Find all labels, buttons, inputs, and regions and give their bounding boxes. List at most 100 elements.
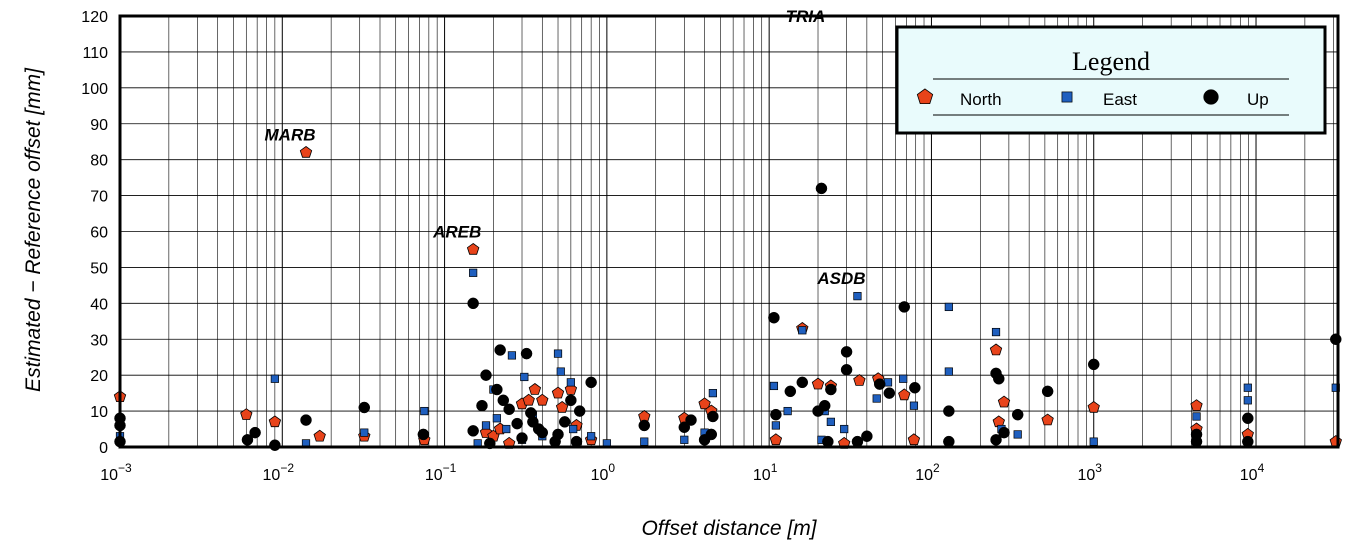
point-north xyxy=(811,377,825,390)
point-east xyxy=(840,424,849,434)
x-tick-labels: 10−3 10−2 10−1 100 101 102 103 104 xyxy=(100,461,1264,484)
point-up xyxy=(638,419,651,432)
y-tick-label: 120 xyxy=(81,9,108,26)
point-up xyxy=(840,346,853,358)
point-up xyxy=(1242,412,1254,425)
point-east xyxy=(520,372,529,382)
point-up xyxy=(796,376,809,389)
x-tick-label: 10−3 xyxy=(100,461,132,484)
point-east xyxy=(1192,412,1201,421)
legend-markers xyxy=(916,88,1219,105)
y-tick-label: 60 xyxy=(90,225,108,242)
point-north xyxy=(268,415,282,428)
point-up xyxy=(269,439,281,451)
y-tick-label: 0 xyxy=(99,440,108,457)
y-tick-label: 80 xyxy=(90,153,108,170)
point-up xyxy=(998,426,1010,439)
point-up xyxy=(249,426,261,439)
annotation-asdb: ASDB xyxy=(816,269,865,288)
x-tick-label: 100 xyxy=(591,461,616,484)
point-up xyxy=(851,435,864,448)
point-up xyxy=(300,414,312,426)
point-north xyxy=(299,146,313,158)
point-up xyxy=(873,378,886,390)
point-north xyxy=(313,429,326,442)
point-up xyxy=(898,301,911,313)
legend-marker-north xyxy=(916,88,934,104)
point-up xyxy=(943,435,955,448)
point-north xyxy=(522,393,535,406)
point-up xyxy=(520,347,533,360)
y-tick-label: 10 xyxy=(90,404,108,421)
x-tick-label: 103 xyxy=(1077,461,1102,484)
point-north xyxy=(1087,401,1100,413)
y-tick-label: 110 xyxy=(82,45,108,62)
point-up xyxy=(516,432,528,444)
x-tick-label: 10−1 xyxy=(425,461,457,484)
legend-marker-east xyxy=(1061,91,1073,103)
point-up xyxy=(822,435,834,448)
point-east xyxy=(1243,383,1252,392)
y-tick-label: 70 xyxy=(90,189,108,206)
point-east xyxy=(783,406,792,416)
point-east xyxy=(853,292,862,301)
point-north xyxy=(555,401,569,413)
point-east xyxy=(481,421,491,430)
plot-frame xyxy=(118,14,1340,449)
point-up xyxy=(861,430,873,442)
point-east xyxy=(680,435,689,444)
x-tick-label: 102 xyxy=(915,461,940,484)
point-east xyxy=(708,389,717,398)
point-up xyxy=(1190,435,1203,448)
point-up xyxy=(417,428,430,441)
point-up xyxy=(784,385,797,398)
point-north xyxy=(528,383,542,395)
point-up xyxy=(818,399,831,412)
point-up xyxy=(480,369,492,381)
y-tick-label: 50 xyxy=(90,260,108,277)
point-east xyxy=(1243,396,1252,405)
point-up xyxy=(1242,435,1254,448)
point-up xyxy=(815,182,828,195)
point-up xyxy=(993,373,1005,385)
point-east xyxy=(826,417,835,426)
point-east xyxy=(1331,383,1340,392)
annotation-areb: AREB xyxy=(432,222,481,241)
point-north xyxy=(769,433,783,446)
data-points xyxy=(113,146,1342,451)
point-up xyxy=(467,425,479,437)
legend-title: Legend xyxy=(1072,47,1150,76)
point-up xyxy=(558,416,571,428)
point-up xyxy=(503,403,515,416)
point-up xyxy=(678,421,691,433)
point-north xyxy=(907,433,921,446)
point-east xyxy=(587,432,596,441)
point-north xyxy=(989,343,1003,356)
point-up xyxy=(358,401,371,414)
y-tick-label: 30 xyxy=(90,332,108,349)
point-up xyxy=(491,383,503,396)
point-east xyxy=(798,326,807,335)
point-east xyxy=(469,268,478,277)
x-axis-title: Offset distance [m] xyxy=(641,517,817,540)
point-east xyxy=(566,378,575,387)
point-east xyxy=(1013,430,1022,439)
point-east xyxy=(771,421,780,430)
point-up xyxy=(770,408,782,421)
point-east xyxy=(420,406,429,416)
point-up xyxy=(476,399,488,412)
point-up xyxy=(467,297,479,310)
point-east xyxy=(944,302,953,312)
point-east xyxy=(640,437,649,446)
point-east xyxy=(553,349,563,358)
point-up xyxy=(1330,333,1342,345)
point-up xyxy=(511,417,523,430)
point-north xyxy=(898,388,911,401)
point-north xyxy=(551,386,565,399)
point-up xyxy=(552,428,564,441)
point-east xyxy=(899,374,908,383)
point-east xyxy=(360,428,369,437)
y-axis-title: Estimated − Reference offset [mm] xyxy=(22,67,45,392)
